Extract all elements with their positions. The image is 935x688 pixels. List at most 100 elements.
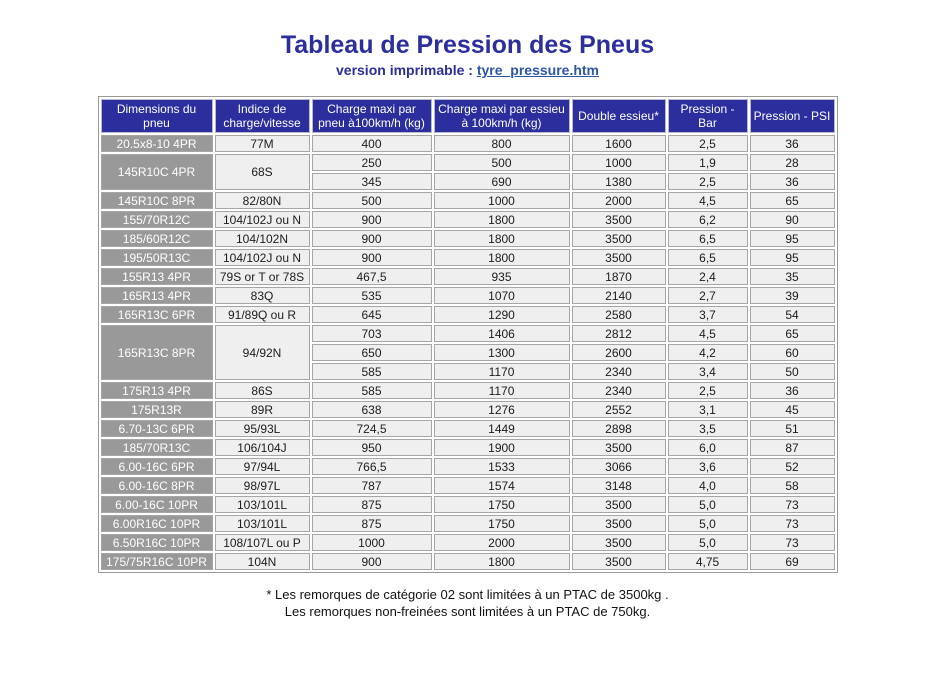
pressure-bar-cell: 4,5 xyxy=(667,325,748,342)
max-load-tyre-cell: 950 xyxy=(311,439,432,456)
dimension-cell: 185/70R13C xyxy=(100,439,213,456)
double-axle-cell: 2580 xyxy=(571,306,666,323)
table-row: 165R13 4PR 83Q 535 1070 2140 2,7 39 xyxy=(100,287,835,304)
double-axle-cell: 2552 xyxy=(571,401,666,418)
table-row: 345 690 1380 2,5 36 xyxy=(101,173,835,190)
load-index-cell: 77M xyxy=(214,135,310,152)
double-axle-cell: 1000 xyxy=(571,154,666,171)
table-body: 20.5x8-10 4PR 77M 400 800 1600 2,5 36 145R10C 4… xyxy=(100,135,835,570)
load-index-cell: 97/94L xyxy=(214,458,310,475)
pressure-table: Dimensions du pneu Indice de charge/vite… xyxy=(97,96,838,573)
dimension-cell: 145R10C 4PR xyxy=(100,154,213,190)
dimension-cell: 185/60R12C xyxy=(100,230,213,247)
max-load-axle-cell: 1170 xyxy=(433,363,570,380)
double-axle-cell: 1380 xyxy=(571,173,666,190)
table-row: 145R10C 4PR 68S 250 500 1000 1,9 28 xyxy=(100,154,835,190)
pressure-psi-cell: 52 xyxy=(749,458,835,475)
dimension-cell: 175/75R16C 10PR xyxy=(100,553,213,570)
load-index-cell: 94/92N xyxy=(214,325,310,380)
max-load-tyre-cell: 900 xyxy=(311,249,432,266)
pressure-bar-cell: 2,7 xyxy=(667,287,748,304)
double-axle-cell: 3148 xyxy=(571,477,666,494)
pressure-psi-cell: 90 xyxy=(749,211,835,228)
table-row: 6.00R16C 10PR 103/101L 875 1750 3500 5,0 73 xyxy=(100,515,835,532)
double-axle-cell: 3066 xyxy=(571,458,666,475)
pressure-bar-cell: 2,5 xyxy=(667,382,748,399)
page-title: Tableau de Pression des Pneus xyxy=(280,31,655,59)
table-row: 6.70-13C 6PR 95/93L 724,5 1449 2898 3,5 51 xyxy=(100,420,835,437)
load-index-cell: 103/101L xyxy=(214,515,310,532)
table-row: 165R13C 6PR 91/89Q ou R 645 1290 2580 3,7 54 xyxy=(100,306,835,323)
dimension-cell: 175R13R xyxy=(100,401,213,418)
pressure-psi-cell: 87 xyxy=(749,439,835,456)
dimension-cell: 165R13C 6PR xyxy=(100,306,213,323)
max-load-tyre-cell: 535 xyxy=(311,287,432,304)
col-header-dimensions: Dimensions du pneu xyxy=(100,99,213,133)
printable-version-link[interactable]: tyre_pressure.htm xyxy=(476,62,599,78)
max-load-axle-cell: 1900 xyxy=(433,439,570,456)
pressure-psi-cell: 95 xyxy=(749,249,835,266)
table-row: 6.00-16C 8PR 98/97L 787 1574 3148 4,0 58 xyxy=(100,477,835,494)
dimension-cell: 20.5x8-10 4PR xyxy=(100,135,213,152)
max-load-tyre-cell: 585 xyxy=(311,363,432,380)
table-row: 6.50R16C 10PR 108/107L ou P 1000 2000 3500 5,… xyxy=(100,534,835,551)
footnote-line-1: * Les remorques de catégorie 02 sont lim… xyxy=(266,587,669,602)
dimension-cell: 6.50R16C 10PR xyxy=(100,534,213,551)
pressure-psi-cell: 65 xyxy=(749,325,835,342)
load-index-cell: 79S or T or 78S xyxy=(214,268,310,285)
load-index-cell: 89R xyxy=(214,401,310,418)
max-load-tyre-cell: 875 xyxy=(311,515,432,532)
max-load-tyre-cell: 766,5 xyxy=(311,458,432,475)
max-load-tyre-cell: 900 xyxy=(311,553,432,570)
table-row: 165R13C 8PR 94/92N 703 1406 2812 4,5 65 xyxy=(100,325,835,380)
double-axle-cell: 3500 xyxy=(571,439,666,456)
pressure-psi-cell: 65 xyxy=(749,192,835,209)
dimension-cell: 6.00-16C 8PR xyxy=(100,477,213,494)
pressure-psi-cell: 58 xyxy=(749,477,835,494)
pressure-bar-cell: 4,2 xyxy=(667,344,748,361)
double-axle-cell: 1600 xyxy=(571,135,666,152)
dimension-cell: 165R13C 8PR xyxy=(100,325,213,380)
subtitle: version imprimable : tyre_pressure.htm xyxy=(0,62,935,78)
max-load-tyre-cell: 645 xyxy=(311,306,432,323)
dimension-cell: 6.70-13C 6PR xyxy=(100,420,213,437)
dimension-cell: 175R13 4PR xyxy=(100,382,213,399)
double-axle-cell: 3500 xyxy=(571,249,666,266)
dimension-cell: 6.00-16C 6PR xyxy=(100,458,213,475)
table-row: 145R10C 8PR 82/80N 500 1000 2000 4,5 65 xyxy=(100,192,835,209)
double-axle-cell: 3500 xyxy=(571,230,666,247)
pressure-bar-cell: 3,4 xyxy=(667,363,748,380)
max-load-tyre-cell: 787 xyxy=(311,477,432,494)
max-load-tyre-cell: 875 xyxy=(311,496,432,513)
pressure-psi-cell: 51 xyxy=(749,420,835,437)
max-load-axle-cell: 1800 xyxy=(433,211,570,228)
pressure-bar-cell: 5,0 xyxy=(667,515,748,532)
pressure-bar-cell: 6,5 xyxy=(667,230,748,247)
pressure-bar-cell: 5,0 xyxy=(667,534,748,551)
footnote-line-2: Les remorques non-freinées sont limitées… xyxy=(284,604,651,619)
double-axle-cell: 3500 xyxy=(571,211,666,228)
double-axle-cell: 2600 xyxy=(571,344,666,361)
table-row: 185/70R13C 106/104J 950 1900 3500 6,0 87 xyxy=(100,439,835,456)
load-index-cell: 98/97L xyxy=(214,477,310,494)
max-load-tyre-cell: 724,5 xyxy=(311,420,432,437)
max-load-axle-cell: 1750 xyxy=(433,515,570,532)
max-load-axle-cell: 1276 xyxy=(433,401,570,418)
max-load-axle-cell: 1000 xyxy=(433,192,570,209)
pressure-bar-cell: 1,9 xyxy=(667,154,748,171)
printable-version-label: version imprimable : xyxy=(336,62,473,78)
load-index-cell: 86S xyxy=(214,382,310,399)
max-load-axle-cell: 1406 xyxy=(433,325,570,342)
dimension-cell: 6.00-16C 10PR xyxy=(100,496,213,513)
pressure-psi-cell: 36 xyxy=(749,135,835,152)
pressure-psi-cell: 50 xyxy=(749,363,835,380)
load-index-cell: 104N xyxy=(214,553,310,570)
pressure-bar-cell: 3,6 xyxy=(667,458,748,475)
pressure-psi-cell: 36 xyxy=(749,173,835,190)
max-load-tyre-cell: 400 xyxy=(311,135,432,152)
max-load-axle-cell: 500 xyxy=(433,154,570,171)
double-axle-cell: 2340 xyxy=(571,382,666,399)
load-index-cell: 108/107L ou P xyxy=(214,534,310,551)
load-index-cell: 68S xyxy=(214,154,310,190)
